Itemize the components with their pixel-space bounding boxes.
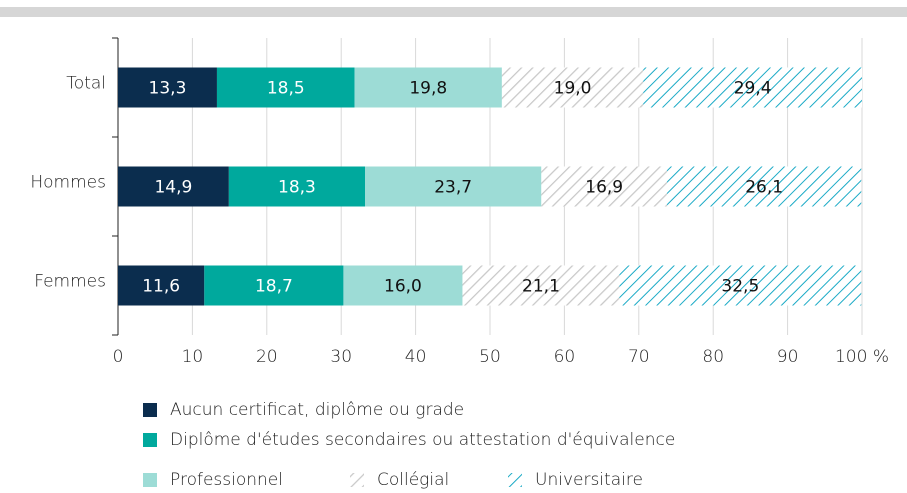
y-tick-label: Femmes [34, 272, 106, 292]
x-tick-label: 70 [628, 347, 650, 367]
legend-swatch [143, 473, 157, 487]
bar-segment [118, 67, 217, 108]
bar-segment [541, 166, 668, 207]
data-label: 32,5 [721, 277, 759, 297]
data-label: 18,7 [255, 277, 293, 297]
bar-segment [228, 166, 366, 207]
bar-segment [216, 67, 355, 108]
data-label: 14,9 [154, 178, 192, 198]
bar-segment [343, 265, 463, 306]
x-tick-label: 100 % [835, 347, 889, 367]
data-label: 16,0 [384, 277, 422, 297]
legend-swatch [350, 473, 364, 487]
legend-label: Collégial [377, 470, 449, 490]
legend-swatch [143, 433, 157, 447]
legend-label: Universitaire [535, 470, 643, 490]
data-label: 16,9 [585, 178, 623, 198]
data-label: 13,3 [149, 79, 187, 99]
x-tick-label: 80 [702, 347, 724, 367]
y-tick-label: Total [66, 74, 106, 94]
data-label: 19,0 [554, 79, 592, 99]
data-label: 11,6 [142, 277, 180, 297]
data-label: 26,1 [745, 178, 783, 198]
legend-label: Diplôme d'études secondaires ou attestat… [170, 430, 675, 450]
bar-segment [365, 166, 542, 207]
legend-label: Aucun certificat, diplôme ou grade [170, 400, 464, 420]
x-tick-label: 90 [777, 347, 799, 367]
bar-segment [118, 166, 229, 207]
data-label: 21,1 [522, 277, 560, 297]
legend-label: Professionnel [170, 470, 283, 490]
legend-swatch [143, 403, 157, 417]
data-label: 19,8 [409, 79, 447, 99]
bar-segment [643, 67, 862, 108]
top-band [0, 7, 907, 17]
x-tick-label: 0 [113, 347, 124, 367]
x-tick-label: 30 [330, 347, 352, 367]
bar-segment [118, 265, 205, 306]
data-label: 18,5 [267, 79, 305, 99]
data-label: 18,3 [278, 178, 316, 198]
bar-segment [619, 265, 862, 306]
x-tick-label: 10 [182, 347, 204, 367]
data-label: 23,7 [434, 178, 472, 198]
y-tick-label: Hommes [30, 173, 106, 193]
x-tick-label: 40 [405, 347, 427, 367]
x-tick-label: 50 [479, 347, 501, 367]
legend-swatch [508, 473, 522, 487]
x-tick-label: 60 [554, 347, 576, 367]
x-tick-label: 20 [256, 347, 278, 367]
bar-segment [354, 67, 502, 108]
data-label: 29,4 [734, 79, 772, 99]
bar-segment [462, 265, 620, 306]
bar-segment [501, 67, 644, 108]
bar-segment [667, 166, 862, 207]
bar-segment [204, 265, 344, 306]
